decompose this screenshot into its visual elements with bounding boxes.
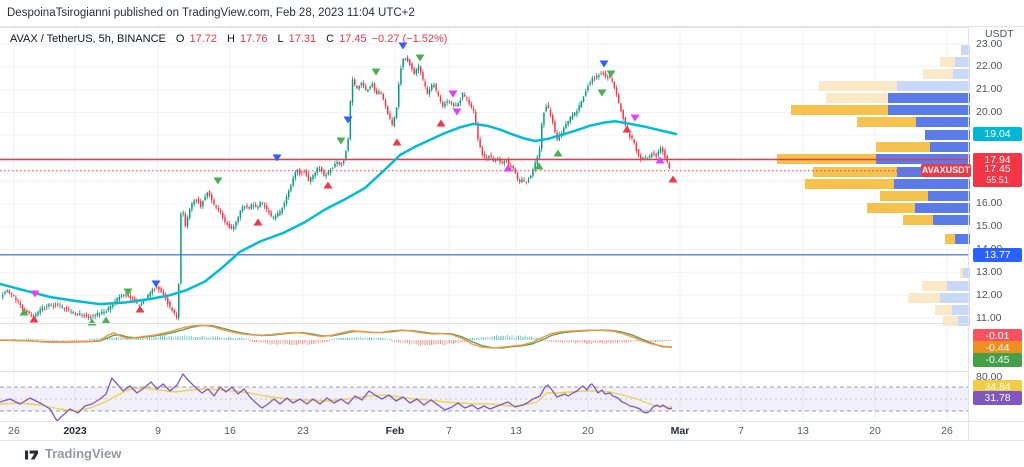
blue-level-price-label: 13.77	[973, 247, 1022, 262]
time-tick-label: 26	[8, 425, 20, 437]
current-price-value: 17.45	[984, 162, 1011, 175]
current-price-label: 17.45 55:51	[973, 162, 1022, 187]
time-tick-label: Feb	[385, 425, 405, 437]
price-tick-label: 20.00	[976, 106, 1003, 118]
time-tick-label: 23	[297, 425, 309, 437]
time-tick-label: 13	[797, 425, 809, 437]
ohlc-values: O 17.72 H 17.76 L 17.31 C 17.45	[166, 33, 367, 45]
price-tick-label: 15.00	[976, 220, 1003, 233]
ohlc-field: O 17.72	[175, 33, 217, 45]
symbol-legend[interactable]: AVAX / TetherUS, 5h, BINANCE O 17.72 H 17.76…	[10, 33, 447, 45]
publish-info-text: DespoinaTsirogianni published on Trading…	[7, 7, 415, 19]
price-tick-label: 23.00	[976, 37, 1003, 50]
time-tick-label: 7	[446, 425, 452, 437]
tradingview-logo-text[interactable]: TradingView	[45, 446, 122, 461]
price-tick-label: 13.00	[976, 265, 1003, 278]
bar-countdown: 55:51	[986, 174, 1009, 185]
ohlc-field: L 17.31	[277, 33, 317, 45]
rsi-value-label: 31.78	[973, 391, 1022, 405]
macd-line-value-label: -0.45	[973, 353, 1022, 367]
time-tick-label: 20	[869, 425, 881, 437]
rsi-ma-value-label: 34.84	[973, 380, 1022, 394]
symbol-tag-label: AVAXUSDT	[921, 164, 971, 178]
footer-brand[interactable]: TradingView	[24, 446, 121, 461]
macd-signal-value-label: -0.44	[973, 341, 1022, 355]
price-tick-label: 22.00	[976, 60, 1003, 73]
change-value: −0.27 (−1.52%)	[371, 33, 448, 45]
price-tick-label: 12.00	[976, 288, 1003, 301]
time-tick-label: Mar	[670, 425, 690, 437]
rsi-grid-label: 80.00	[976, 370, 1003, 383]
symbol-title[interactable]: AVAX / TetherUS, 5h, BINANCE	[10, 33, 166, 45]
macd-hist-value-label: -0.01	[973, 329, 1022, 343]
time-tick-label: 13	[510, 425, 522, 437]
price-tick-label: 16.00	[976, 197, 1003, 210]
ohlc-field: H 17.76	[227, 33, 268, 45]
price-axis-currency-label: USDT	[985, 28, 1014, 40]
ma-value-price-label: 19.04	[973, 127, 1022, 142]
tradingview-logo-icon	[25, 450, 38, 459]
publish-info-bar: DespoinaTsirogianni published on Trading…	[0, 0, 1024, 27]
price-tick-label: 21.00	[976, 83, 1003, 96]
time-tick-label: 16	[224, 425, 236, 437]
time-tick-label: 20	[582, 425, 594, 437]
ohlc-field: C 17.45	[326, 33, 367, 45]
time-tick-label: 26	[941, 425, 953, 437]
time-tick-label: 2023	[63, 425, 87, 437]
time-tick-label: 7	[738, 425, 744, 437]
price-tick-label: 11.00	[976, 311, 1002, 324]
time-tick-label: 9	[155, 425, 161, 437]
